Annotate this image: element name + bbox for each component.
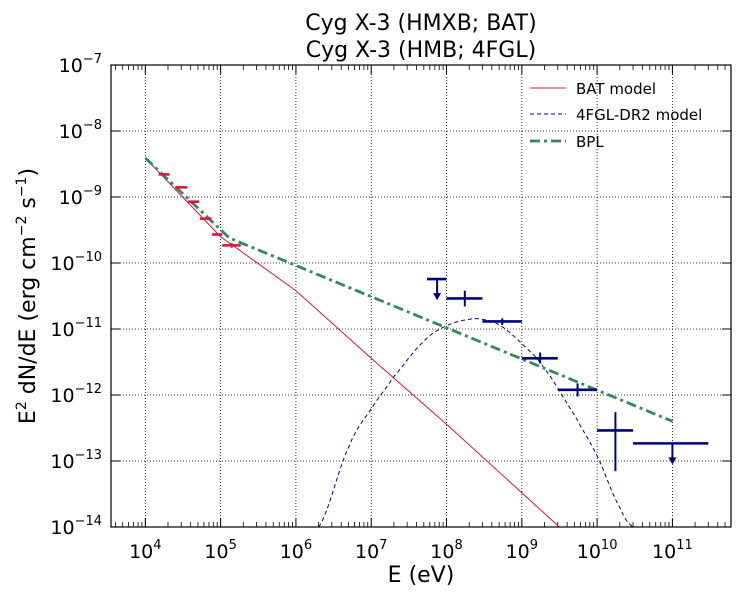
points-layer xyxy=(158,173,709,472)
y-tick-label: 10−12 xyxy=(50,382,102,407)
y-tick-label: 10−14 xyxy=(50,514,102,539)
x-tick-label: 106 xyxy=(280,538,312,563)
fermi-data-point-arrowhead xyxy=(433,293,442,301)
y-axis-label: E2 dN/dE (erg cm−2 s−1) xyxy=(14,168,41,424)
y-tick-label: 10−11 xyxy=(50,316,102,341)
plot-frame xyxy=(110,64,732,528)
legend-fermi-label: 4FGL-DR2 model xyxy=(576,106,702,124)
series-line-bpl xyxy=(144,156,673,423)
x-tick-label: 108 xyxy=(430,538,462,563)
legend-bat-label: BAT model xyxy=(576,80,656,98)
y-tick-label: 10−13 xyxy=(50,448,102,473)
y-tick-label: 10−8 xyxy=(59,118,102,143)
tick-labels: 104 105 106 107 108 109 1010 1011 10−14 10−13 10−1… xyxy=(50,52,692,563)
legend: BAT model 4FGL-DR2 model BPL xyxy=(530,80,702,151)
y-tick-label: 10−9 xyxy=(59,184,102,209)
series-line-4fgl-dr2-model xyxy=(318,318,634,527)
x-tick-label: 104 xyxy=(129,538,161,563)
x-tick-label: 107 xyxy=(355,538,387,563)
y-tick-label: 10−7 xyxy=(59,52,102,77)
series-line-bat-model xyxy=(144,157,561,527)
x-axis-label: E (eV) xyxy=(388,563,455,588)
gridlines xyxy=(111,65,731,527)
series-layer xyxy=(144,156,673,527)
fermi-data-point-arrowhead xyxy=(668,457,677,465)
x-tick-label: 105 xyxy=(204,538,236,563)
x-tick-label: 1011 xyxy=(652,538,693,563)
x-tick-label: 109 xyxy=(506,538,538,563)
y-tick-label: 10−10 xyxy=(50,250,102,275)
legend-bpl-label: BPL xyxy=(576,133,604,151)
chart-title-line-1: Cyg X-3 (HMXB; BAT) xyxy=(305,11,536,36)
chart-title-line-2: Cyg X-3 (HMB; 4FGL) xyxy=(306,38,536,63)
x-tick-label: 1010 xyxy=(577,538,618,563)
